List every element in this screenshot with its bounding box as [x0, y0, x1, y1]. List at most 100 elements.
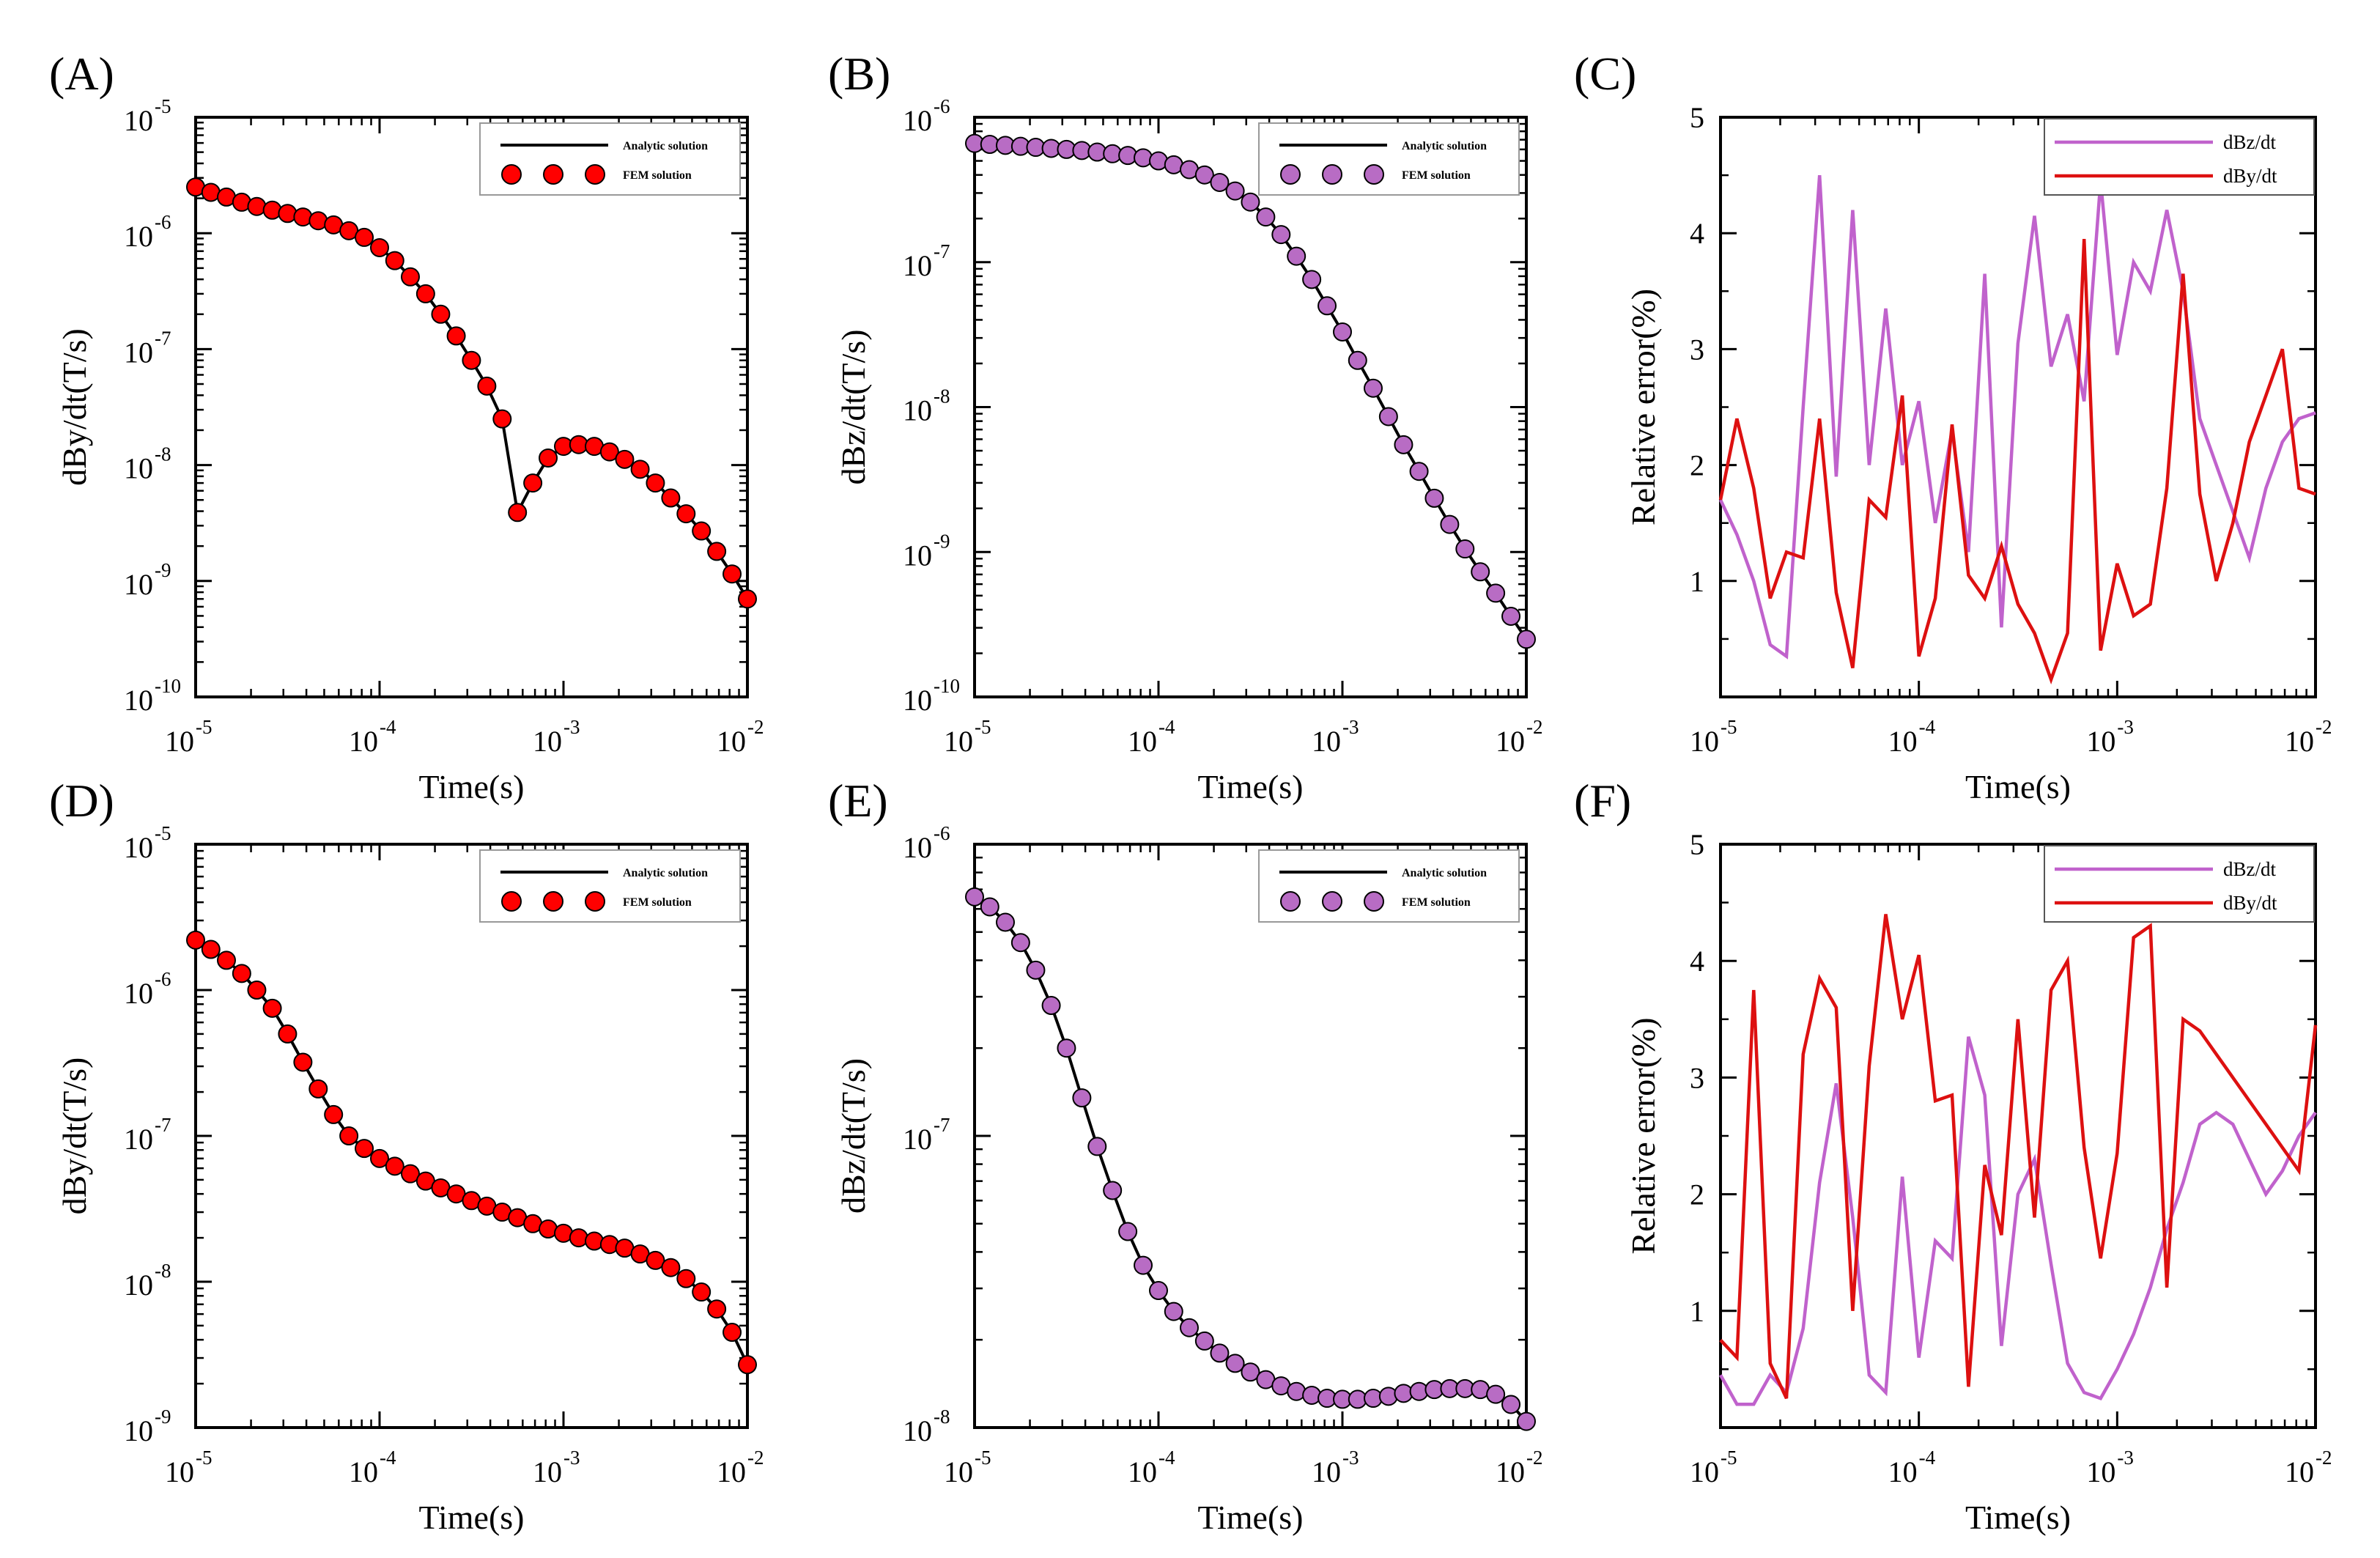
x-tick-base: 10 — [1128, 1455, 1157, 1488]
y-tick-base: 10 — [124, 1269, 153, 1302]
x-tick-base: 10 — [349, 1455, 378, 1488]
x-tick-exponent: -3 — [1342, 1447, 1359, 1469]
y-tick-label: 1 — [1690, 565, 1704, 598]
x-tick-label: 10 -4 — [1888, 1447, 1936, 1488]
fem-data-point — [1103, 1181, 1123, 1200]
x-tick-exponent: -5 — [975, 716, 991, 738]
fem-data-point — [523, 473, 543, 493]
y-tick-exponent: -8 — [934, 1406, 950, 1428]
fem-data-point — [692, 1282, 712, 1302]
fem-data-point — [707, 1299, 727, 1319]
x-tick-base: 10 — [533, 725, 562, 758]
x-tick-exponent: -3 — [563, 716, 580, 738]
plot-frame — [194, 843, 749, 1429]
x-tick-label: 10 -3 — [2086, 1447, 2134, 1488]
fem-data-point — [1378, 407, 1398, 427]
x-axis-label: Time(s) — [1198, 1499, 1304, 1536]
legend: Analytic solution FEM solution — [1258, 849, 1520, 923]
y-tick-exponent: -8 — [155, 443, 171, 465]
y-tick-exponent: -8 — [934, 385, 950, 407]
fem-data-point — [247, 196, 267, 216]
x-tick-exponent: -2 — [2316, 716, 2332, 738]
fem-data-point — [385, 251, 404, 270]
panel-label: (C) — [1574, 48, 1636, 100]
y-tick-label: 5 — [1690, 828, 1704, 861]
fem-data-point — [1318, 296, 1337, 316]
x-axis-label: Time(s) — [1198, 768, 1304, 805]
y-tick-base: 10 — [903, 394, 932, 427]
fem-data-point — [1333, 322, 1352, 341]
fem-data-point — [661, 488, 681, 508]
y-tick-label: 10 -9 — [903, 530, 950, 572]
fem-data-point — [308, 1079, 328, 1099]
y-axis-label: dBy/dt(T/s) — [56, 1057, 93, 1215]
fem-data-point — [995, 912, 1015, 932]
x-tick-label: 10 -2 — [717, 1447, 764, 1488]
fem-data-point — [1424, 488, 1444, 508]
legend-label-fem: FEM solution — [1402, 169, 1471, 182]
y-tick-base: 10 — [903, 249, 932, 282]
plot-frame — [1719, 116, 2317, 698]
y-tick-label: 4 — [1690, 217, 1704, 250]
y-tick-base: 10 — [124, 104, 153, 137]
x-tick-base: 10 — [717, 1455, 746, 1488]
series-line-dby-dt — [1719, 914, 2318, 1400]
fem-data-point — [431, 304, 451, 324]
x-tick-base: 10 — [1496, 725, 1525, 758]
fem-data-point — [1241, 1362, 1260, 1382]
x-axis-label: Time(s) — [1965, 768, 2071, 805]
fem-data-point — [415, 284, 435, 303]
fem-data-point — [1440, 514, 1460, 534]
x-tick-label: 10 -5 — [944, 1447, 991, 1488]
y-tick-exponent: -5 — [155, 822, 171, 844]
panel-label: (D) — [49, 775, 114, 827]
analytic-solution-line — [973, 896, 1528, 1422]
fem-data-point — [216, 950, 236, 970]
x-tick-base: 10 — [944, 1455, 973, 1488]
fem-data-point — [692, 521, 712, 541]
fem-data-point — [355, 227, 374, 247]
y-axis-label: dBy/dt(T/s) — [56, 328, 93, 486]
y-tick-label: 10 -9 — [124, 1406, 171, 1447]
y-tick-label: 10 -6 — [124, 968, 171, 1010]
panel-label: (E) — [828, 775, 888, 827]
y-tick-base: 10 — [124, 568, 153, 601]
x-tick-base: 10 — [1690, 1455, 1719, 1488]
x-tick-exponent: -4 — [1919, 1447, 1936, 1469]
x-tick-base: 10 — [1496, 1455, 1525, 1488]
y-axis-label: dBz/dt(T/s) — [835, 1058, 872, 1214]
analytic-solution-line — [195, 185, 749, 600]
fem-data-point — [1010, 933, 1030, 953]
legend-marker-sample — [543, 164, 563, 185]
fem-data-point — [324, 1104, 344, 1124]
fem-data-point — [1164, 1302, 1183, 1321]
legend-label: dBy/dt — [2223, 165, 2277, 187]
x-axis-label: Time(s) — [419, 1499, 525, 1536]
plot-frame — [194, 116, 749, 698]
legend-box — [479, 122, 741, 196]
legend-marker-sample — [501, 891, 522, 912]
fem-data-point — [278, 204, 298, 224]
fem-data-point — [1241, 192, 1260, 212]
fem-data-point — [1118, 1222, 1138, 1241]
panel-b: (B)10 -5 10 -4 10 -3 10 -210 -610 -710 -810 -910 -10… — [828, 48, 1543, 805]
y-tick-exponent: -7 — [934, 1114, 950, 1136]
fem-data-point — [1394, 1384, 1413, 1403]
x-tick-label: 10 -5 — [165, 716, 212, 758]
fem-data-point — [293, 1052, 313, 1072]
x-tick-label: 10 -3 — [2086, 716, 2134, 758]
y-tick-base: 10 — [124, 452, 153, 485]
y-tick-exponent: -9 — [155, 1406, 171, 1428]
fem-data-point — [201, 939, 221, 959]
x-tick-exponent: -3 — [2117, 1447, 2134, 1469]
fem-data-point — [262, 998, 282, 1018]
fem-data-point — [738, 589, 757, 609]
analytic-solution-line — [974, 141, 1528, 640]
y-tick-label: 10 -10 — [124, 675, 181, 717]
y-tick-label: 10 -7 — [903, 240, 950, 282]
legend: Analytic solution FEM solution — [479, 122, 741, 196]
fem-data-point — [584, 1231, 604, 1251]
legend-marker-sample — [543, 891, 563, 912]
y-tick-label: 10 -8 — [124, 443, 171, 485]
x-tick-exponent: -4 — [1158, 716, 1175, 738]
